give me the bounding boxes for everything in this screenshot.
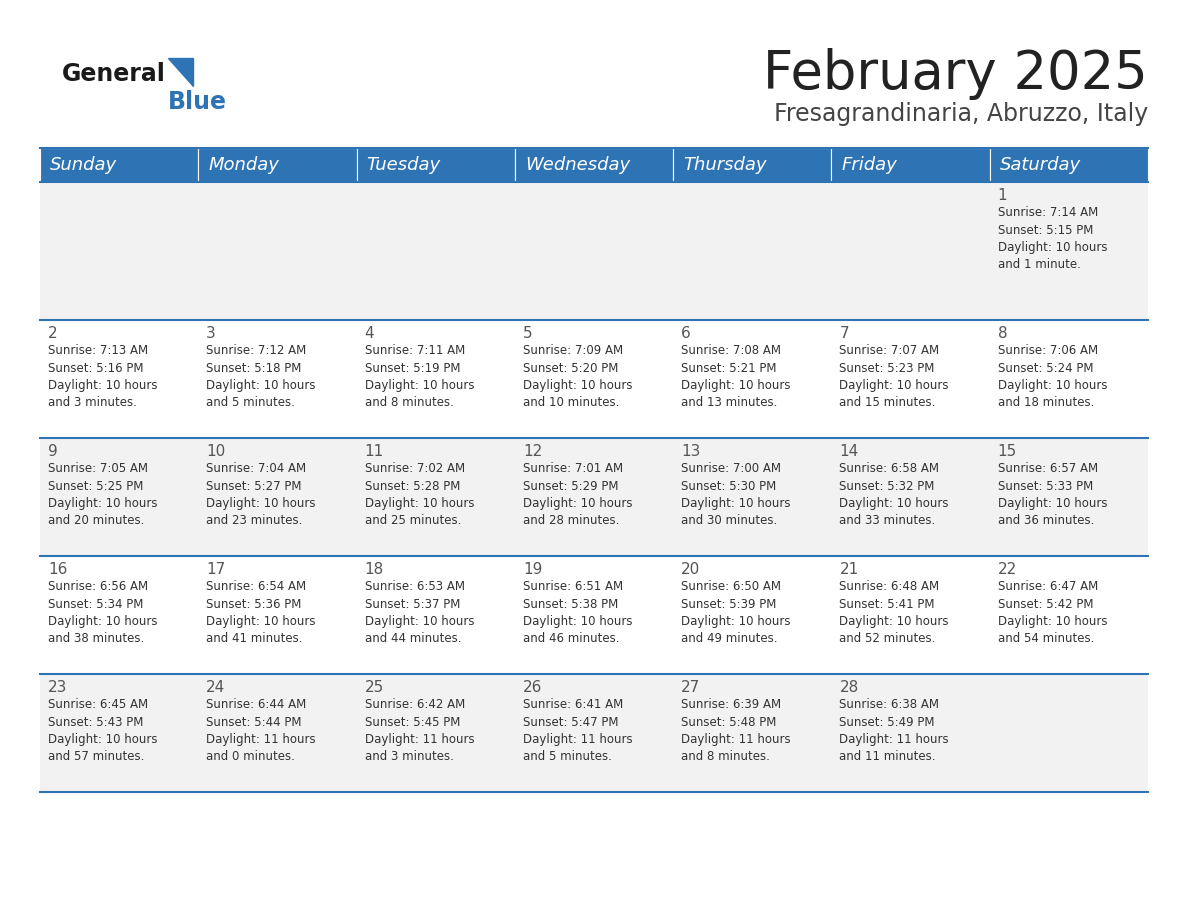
Text: Blue: Blue [168, 90, 227, 114]
Bar [198, 148, 356, 182]
Text: 27: 27 [681, 680, 701, 695]
Text: 22: 22 [998, 562, 1017, 577]
Bar [40, 438, 1148, 556]
Bar [40, 674, 1148, 792]
Text: 9: 9 [48, 444, 58, 459]
Text: February 2025: February 2025 [763, 48, 1148, 100]
Text: Sunrise: 7:01 AM
Sunset: 5:29 PM
Daylight: 10 hours
and 28 minutes.: Sunrise: 7:01 AM Sunset: 5:29 PM Dayligh… [523, 462, 632, 528]
Text: Tuesday: Tuesday [367, 156, 441, 174]
Text: 10: 10 [207, 444, 226, 459]
Text: 17: 17 [207, 562, 226, 577]
Text: 21: 21 [840, 562, 859, 577]
Text: Sunrise: 6:54 AM
Sunset: 5:36 PM
Daylight: 10 hours
and 41 minutes.: Sunrise: 6:54 AM Sunset: 5:36 PM Dayligh… [207, 580, 316, 645]
Text: Sunrise: 7:00 AM
Sunset: 5:30 PM
Daylight: 10 hours
and 30 minutes.: Sunrise: 7:00 AM Sunset: 5:30 PM Dayligh… [681, 462, 791, 528]
Bar [40, 556, 1148, 674]
Text: Sunrise: 6:48 AM
Sunset: 5:41 PM
Daylight: 10 hours
and 52 minutes.: Sunrise: 6:48 AM Sunset: 5:41 PM Dayligh… [840, 580, 949, 645]
Text: 25: 25 [365, 680, 384, 695]
Text: 4: 4 [365, 326, 374, 341]
Text: Sunrise: 7:13 AM
Sunset: 5:16 PM
Daylight: 10 hours
and 3 minutes.: Sunrise: 7:13 AM Sunset: 5:16 PM Dayligh… [48, 344, 158, 409]
Bar [40, 320, 1148, 438]
Bar [40, 182, 1148, 320]
Polygon shape [168, 58, 192, 86]
Text: Sunrise: 7:09 AM
Sunset: 5:20 PM
Daylight: 10 hours
and 10 minutes.: Sunrise: 7:09 AM Sunset: 5:20 PM Dayligh… [523, 344, 632, 409]
Text: Friday: Friday [841, 156, 897, 174]
Text: 28: 28 [840, 680, 859, 695]
Text: General: General [62, 62, 166, 86]
Text: Sunrise: 7:12 AM
Sunset: 5:18 PM
Daylight: 10 hours
and 5 minutes.: Sunrise: 7:12 AM Sunset: 5:18 PM Dayligh… [207, 344, 316, 409]
Text: 11: 11 [365, 444, 384, 459]
Text: Sunrise: 6:50 AM
Sunset: 5:39 PM
Daylight: 10 hours
and 49 minutes.: Sunrise: 6:50 AM Sunset: 5:39 PM Dayligh… [681, 580, 791, 645]
Text: Sunrise: 6:58 AM
Sunset: 5:32 PM
Daylight: 10 hours
and 33 minutes.: Sunrise: 6:58 AM Sunset: 5:32 PM Dayligh… [840, 462, 949, 528]
Text: 12: 12 [523, 444, 542, 459]
Text: Sunrise: 6:57 AM
Sunset: 5:33 PM
Daylight: 10 hours
and 36 minutes.: Sunrise: 6:57 AM Sunset: 5:33 PM Dayligh… [998, 462, 1107, 528]
Bar [40, 148, 198, 182]
Bar [356, 148, 514, 182]
Text: 7: 7 [840, 326, 849, 341]
Text: Sunrise: 7:07 AM
Sunset: 5:23 PM
Daylight: 10 hours
and 15 minutes.: Sunrise: 7:07 AM Sunset: 5:23 PM Dayligh… [840, 344, 949, 409]
Text: 26: 26 [523, 680, 542, 695]
Text: 3: 3 [207, 326, 216, 341]
Text: Sunrise: 7:02 AM
Sunset: 5:28 PM
Daylight: 10 hours
and 25 minutes.: Sunrise: 7:02 AM Sunset: 5:28 PM Dayligh… [365, 462, 474, 528]
Text: Sunrise: 6:56 AM
Sunset: 5:34 PM
Daylight: 10 hours
and 38 minutes.: Sunrise: 6:56 AM Sunset: 5:34 PM Dayligh… [48, 580, 158, 645]
Text: Sunday: Sunday [50, 156, 118, 174]
Text: Sunrise: 6:42 AM
Sunset: 5:45 PM
Daylight: 11 hours
and 3 minutes.: Sunrise: 6:42 AM Sunset: 5:45 PM Dayligh… [365, 698, 474, 764]
Text: 15: 15 [998, 444, 1017, 459]
Bar [514, 148, 674, 182]
Text: 5: 5 [523, 326, 532, 341]
Text: Sunrise: 6:47 AM
Sunset: 5:42 PM
Daylight: 10 hours
and 54 minutes.: Sunrise: 6:47 AM Sunset: 5:42 PM Dayligh… [998, 580, 1107, 645]
Text: Sunrise: 7:04 AM
Sunset: 5:27 PM
Daylight: 10 hours
and 23 minutes.: Sunrise: 7:04 AM Sunset: 5:27 PM Dayligh… [207, 462, 316, 528]
Text: Sunrise: 7:06 AM
Sunset: 5:24 PM
Daylight: 10 hours
and 18 minutes.: Sunrise: 7:06 AM Sunset: 5:24 PM Dayligh… [998, 344, 1107, 409]
Text: 20: 20 [681, 562, 701, 577]
Text: 24: 24 [207, 680, 226, 695]
Text: Sunrise: 6:38 AM
Sunset: 5:49 PM
Daylight: 11 hours
and 11 minutes.: Sunrise: 6:38 AM Sunset: 5:49 PM Dayligh… [840, 698, 949, 764]
Text: 2: 2 [48, 326, 58, 341]
Text: Sunrise: 7:08 AM
Sunset: 5:21 PM
Daylight: 10 hours
and 13 minutes.: Sunrise: 7:08 AM Sunset: 5:21 PM Dayligh… [681, 344, 791, 409]
Text: Sunrise: 6:44 AM
Sunset: 5:44 PM
Daylight: 11 hours
and 0 minutes.: Sunrise: 6:44 AM Sunset: 5:44 PM Dayligh… [207, 698, 316, 764]
Text: Sunrise: 7:05 AM
Sunset: 5:25 PM
Daylight: 10 hours
and 20 minutes.: Sunrise: 7:05 AM Sunset: 5:25 PM Dayligh… [48, 462, 158, 528]
Bar [990, 148, 1148, 182]
Text: Sunrise: 6:51 AM
Sunset: 5:38 PM
Daylight: 10 hours
and 46 minutes.: Sunrise: 6:51 AM Sunset: 5:38 PM Dayligh… [523, 580, 632, 645]
Text: 1: 1 [998, 188, 1007, 203]
Text: Sunrise: 7:14 AM
Sunset: 5:15 PM
Daylight: 10 hours
and 1 minute.: Sunrise: 7:14 AM Sunset: 5:15 PM Dayligh… [998, 206, 1107, 272]
Text: Sunrise: 6:45 AM
Sunset: 5:43 PM
Daylight: 10 hours
and 57 minutes.: Sunrise: 6:45 AM Sunset: 5:43 PM Dayligh… [48, 698, 158, 764]
Text: 13: 13 [681, 444, 701, 459]
Text: 14: 14 [840, 444, 859, 459]
Text: 19: 19 [523, 562, 542, 577]
Text: 16: 16 [48, 562, 68, 577]
Bar [832, 148, 990, 182]
Text: 18: 18 [365, 562, 384, 577]
Bar [674, 148, 832, 182]
Text: 8: 8 [998, 326, 1007, 341]
Text: 23: 23 [48, 680, 68, 695]
Text: Saturday: Saturday [1000, 156, 1081, 174]
Text: Thursday: Thursday [683, 156, 766, 174]
Text: Sunrise: 6:39 AM
Sunset: 5:48 PM
Daylight: 11 hours
and 8 minutes.: Sunrise: 6:39 AM Sunset: 5:48 PM Dayligh… [681, 698, 791, 764]
Text: Sunrise: 7:11 AM
Sunset: 5:19 PM
Daylight: 10 hours
and 8 minutes.: Sunrise: 7:11 AM Sunset: 5:19 PM Dayligh… [365, 344, 474, 409]
Text: Sunrise: 6:41 AM
Sunset: 5:47 PM
Daylight: 11 hours
and 5 minutes.: Sunrise: 6:41 AM Sunset: 5:47 PM Dayligh… [523, 698, 632, 764]
Text: Wednesday: Wednesday [525, 156, 630, 174]
Text: Fresagrandinaria, Abruzzo, Italy: Fresagrandinaria, Abruzzo, Italy [773, 102, 1148, 126]
Text: Monday: Monday [208, 156, 279, 174]
Text: 6: 6 [681, 326, 691, 341]
Text: Sunrise: 6:53 AM
Sunset: 5:37 PM
Daylight: 10 hours
and 44 minutes.: Sunrise: 6:53 AM Sunset: 5:37 PM Dayligh… [365, 580, 474, 645]
